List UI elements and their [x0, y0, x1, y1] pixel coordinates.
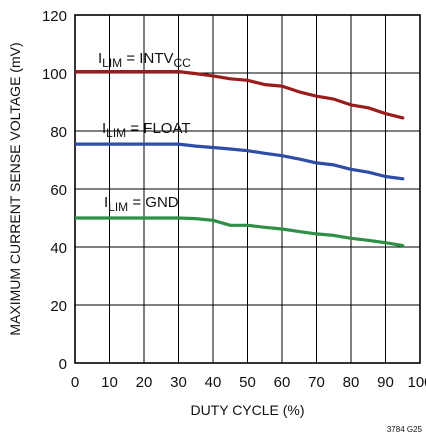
- y-tick-labels: 0 20 40 60 80 100 120: [42, 8, 67, 373]
- x-tick-label: 0: [71, 374, 79, 391]
- x-tick-labels: 0 10 20 30 40 50 60 70 80 90 100: [71, 374, 426, 391]
- x-tick-label: 90: [377, 374, 394, 391]
- y-tick-label: 100: [42, 66, 67, 83]
- y-tick-label: 80: [50, 124, 67, 141]
- series-line-1: [75, 69, 405, 120]
- y-tick-label: 0: [59, 356, 67, 373]
- x-tick-label: 80: [343, 374, 360, 391]
- y-tick-label: 40: [50, 240, 67, 257]
- series-line-2: [75, 142, 405, 181]
- x-tick-label: 60: [274, 374, 291, 391]
- x-tick-label: 30: [170, 374, 187, 391]
- y-tick-label: 120: [42, 8, 67, 25]
- plot-frame: [74, 14, 421, 364]
- y-tick-label: 20: [50, 298, 67, 315]
- x-tick-label: 10: [101, 374, 118, 391]
- y-tick-label: 60: [50, 182, 67, 199]
- x-tick-label: 100: [407, 374, 426, 391]
- x-axis-title: DUTY CYCLE (%): [190, 402, 304, 418]
- series-lines: [75, 69, 405, 248]
- series-label-3: ILIM = GND: [104, 194, 179, 214]
- series-labels: ILIM = INTVCC ILIM = FLOAT ILIM = GND: [98, 50, 191, 214]
- x-tick-label: 20: [136, 374, 153, 391]
- x-tick-label: 50: [239, 374, 256, 391]
- y-axis-title: MAXIMUM CURRENT SENSE VOLTAGE (mV): [7, 42, 23, 335]
- grid-lines: [75, 15, 420, 363]
- series-label-1: ILIM = INTVCC: [98, 50, 191, 70]
- x-tick-label: 70: [308, 374, 325, 391]
- series-label-2: ILIM = FLOAT: [102, 120, 191, 140]
- figure-code: 3784 G25: [387, 425, 423, 434]
- x-tick-label: 40: [205, 374, 222, 391]
- series-line-3: [75, 216, 405, 248]
